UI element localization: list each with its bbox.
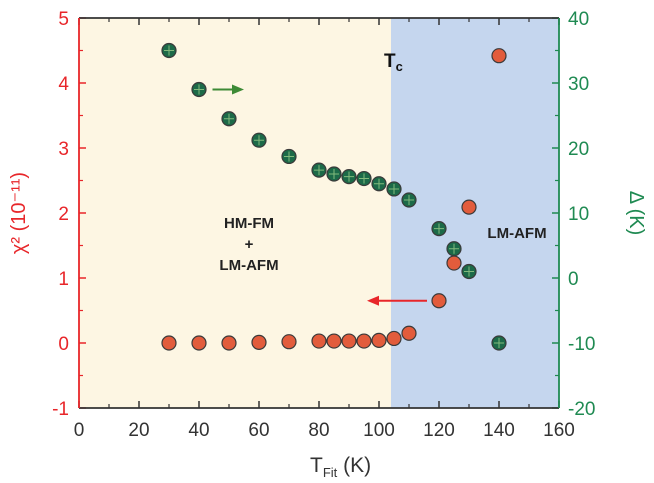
chi2-point <box>461 199 477 215</box>
tc-label-main: T <box>384 51 396 72</box>
chi2-point <box>326 333 342 349</box>
x-tick-label: 20 <box>128 420 149 441</box>
chi2-point <box>221 335 237 351</box>
x-axis-label-main: T <box>310 454 323 477</box>
y-left-tick-label: -1 <box>52 399 69 420</box>
chi2-point <box>311 333 327 349</box>
delta-point-marker-cross <box>344 171 354 182</box>
delta-point-marker-cross <box>449 243 459 254</box>
chi2-point <box>431 293 447 309</box>
delta-point-marker-cross <box>374 178 384 189</box>
y-right-tick-label: -20 <box>568 399 595 420</box>
y-left-tick-label: 3 <box>58 139 69 160</box>
tc-label-sub: c <box>396 59 403 74</box>
y-right-tick-label: 40 <box>568 9 589 30</box>
region-label-left-line3: LM-AFM <box>219 257 278 274</box>
y-right-tick-label: 20 <box>568 139 589 160</box>
delta-point-marker-cross <box>164 45 174 56</box>
x-tick-label: 120 <box>423 420 455 441</box>
chi2-point <box>446 255 462 271</box>
delta-point-marker-cross <box>404 195 414 205</box>
y-left-axis-label: χ² (10⁻¹¹) <box>8 172 30 254</box>
delta-point-marker-cross <box>389 183 399 194</box>
delta-point-marker-cross <box>314 165 324 176</box>
region-label-right: LM-AFM <box>487 225 546 242</box>
y-left-tick-label: 4 <box>58 74 69 95</box>
series-arrows <box>212 84 427 306</box>
chart-labels: HM-FM + LM-AFM LM-AFM Tc TFit (K) χ² (10… <box>8 51 647 480</box>
arrow-left-head <box>367 295 379 306</box>
chi2-point <box>191 335 207 351</box>
y-left-tick-label: 2 <box>58 204 69 225</box>
delta-point-marker-cross <box>464 266 474 277</box>
background-regions <box>79 18 559 408</box>
delta-point-marker-cross <box>359 173 369 184</box>
delta-point-marker-cross <box>224 113 234 124</box>
chi2-point <box>281 334 297 350</box>
y-right-tick-label: 10 <box>568 204 589 225</box>
x-tick-label: 80 <box>308 420 329 441</box>
axis-ticks: 0 20 40 60 80 100 120 140 160-1012345-20-1001020… <box>52 9 595 441</box>
region-left <box>79 18 391 408</box>
y-right-tick-label: -10 <box>568 334 595 355</box>
x-tick-label: 100 <box>363 420 395 441</box>
chi2-point <box>356 333 372 349</box>
region-right <box>391 18 559 408</box>
delta-point-marker-cross <box>494 338 504 348</box>
delta-point-marker-cross <box>194 84 204 95</box>
data-points <box>161 42 507 351</box>
delta-point-marker-cross <box>284 151 294 162</box>
y-right-tick-label: 0 <box>568 269 579 290</box>
chi2-point <box>491 48 507 64</box>
y-right-axis-label: Δ (K) <box>625 191 647 235</box>
y-left-tick-label: 1 <box>58 269 69 290</box>
x-axis-label-sub: Fit <box>323 465 338 480</box>
x-tick-label: 0 <box>74 420 85 441</box>
x-tick-label: 160 <box>543 420 575 441</box>
y-left-tick-label: 5 <box>58 9 69 30</box>
x-tick-label: 140 <box>483 420 515 441</box>
y-right-tick-label: 30 <box>568 74 589 95</box>
tc-label: Tc <box>384 51 403 74</box>
delta-point-marker-cross <box>254 135 264 146</box>
region-label-left-line1: HM-FM <box>224 215 274 232</box>
chi2-point <box>371 332 387 348</box>
arrow-right-head <box>232 84 244 95</box>
delta-point-marker-cross <box>329 169 339 179</box>
plot-frame <box>78 17 560 409</box>
x-tick-label: 40 <box>188 420 209 441</box>
y-left-tick-label: 0 <box>58 334 69 355</box>
chi2-point <box>161 335 177 351</box>
x-axis-label: TFit (K) <box>310 454 371 480</box>
x-axis-label-unit: (K) <box>337 454 371 477</box>
chi2-point <box>386 330 402 347</box>
region-label-left-line2: + <box>245 236 254 253</box>
delta-point-marker-cross <box>434 223 444 234</box>
chi2-point <box>251 334 267 350</box>
chi2-point <box>341 333 357 349</box>
x-tick-label: 60 <box>248 420 269 441</box>
chi2-point <box>401 325 417 341</box>
